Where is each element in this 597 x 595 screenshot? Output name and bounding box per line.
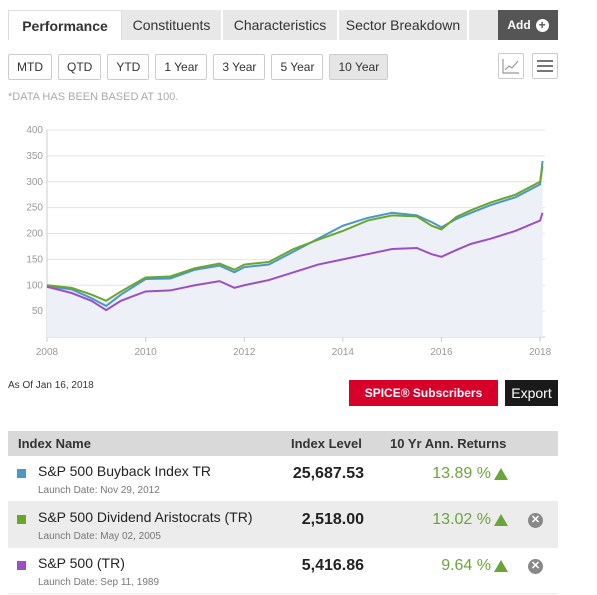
y-tick-label: 50 [32, 306, 44, 317]
index-table: Index Name Index Level 10 Yr Ann. Return… [8, 431, 558, 594]
data-note: *DATA HAS BEEN BASED AT 100. [8, 91, 179, 103]
x-tick-label: 2010 [134, 347, 157, 358]
annual-return-value: 9.64 % [441, 557, 491, 574]
tab-characteristics[interactable]: Characteristics [223, 10, 339, 40]
performance-chart: 50 100 150 200 250 300 350 400 2008 2010 2012 2014 2… [26, 125, 552, 358]
series-color-swatch [17, 515, 26, 524]
annual-return: 9.64 % [441, 557, 508, 575]
series-color-swatch [17, 469, 26, 478]
launch-date: Launch Date: Nov 29, 2012 [38, 485, 160, 496]
export-button[interactable]: Export [505, 380, 558, 406]
table-row: S&P 500 (TR) Launch Date: Sep 11, 1989 5… [8, 548, 558, 594]
triangle-up-icon [494, 560, 508, 572]
header-index-name: Index Name [18, 436, 91, 451]
series-color-swatch [17, 561, 26, 570]
y-tick-label: 350 [26, 151, 43, 162]
index-name: S&P 500 Dividend Aristocrats (TR) [38, 509, 253, 525]
range-10-year-button[interactable]: 10 Year [329, 54, 389, 80]
index-level: 25,687.53 [292, 465, 364, 482]
annual-return-value: 13.02 % [432, 511, 491, 528]
plus-circle-icon: + [535, 18, 549, 32]
annual-return-value: 13.89 % [432, 465, 491, 482]
range-1-year-button[interactable]: 1 Year [155, 54, 208, 80]
range-selector: MTD QTD YTD 1 Year 3 Year 5 Year 10 Year [8, 54, 389, 80]
close-circle-icon[interactable]: ✕ [528, 513, 543, 528]
x-tick-label: 2016 [430, 347, 453, 358]
launch-date-label: Launch Date: [38, 531, 98, 542]
y-tick-label: 200 [26, 229, 43, 240]
y-tick-label: 100 [26, 280, 43, 291]
annual-return: 13.02 % [432, 511, 508, 529]
series-line-2 [46, 166, 544, 302]
line-chart-view-button[interactable] [498, 53, 524, 79]
range-ytd-button[interactable]: YTD [107, 54, 150, 80]
tab-sector-breakdown[interactable]: Sector Breakdown [339, 10, 469, 40]
as-of-date: As Of Jan 16, 2018 [8, 380, 94, 391]
y-tick-label: 400 [26, 125, 43, 136]
launch-date: Launch Date: Sep 11, 1989 [38, 577, 159, 588]
add-button[interactable]: Add + [498, 10, 558, 40]
menu-button[interactable] [532, 53, 558, 79]
line-chart-icon [502, 59, 519, 74]
range-3-year-button[interactable]: 3 Year [213, 54, 266, 80]
table-row: S&P 500 Dividend Aristocrats (TR) Launch… [8, 502, 558, 548]
x-tick-label: 2012 [233, 347, 256, 358]
close-circle-icon[interactable]: ✕ [528, 559, 543, 574]
range-5-year-button[interactable]: 5 Year [271, 54, 324, 80]
add-button-label: Add [507, 18, 531, 32]
x-tick-label: 2018 [529, 347, 552, 358]
annual-return: 13.89 % [432, 465, 508, 483]
index-name: S&P 500 Buyback Index TR [38, 463, 212, 479]
triangle-up-icon [494, 514, 508, 526]
y-tick-label: 250 [26, 203, 43, 214]
header-index-level: Index Level [291, 436, 362, 451]
index-level: 2,518.00 [301, 511, 364, 528]
y-tick-label: 150 [26, 254, 43, 265]
table-header: Index Name Index Level 10 Yr Ann. Return… [8, 431, 558, 456]
header-returns: 10 Yr Ann. Returns [390, 436, 507, 451]
range-qtd-button[interactable]: QTD [58, 54, 102, 80]
launch-date-label: Launch Date: [38, 485, 98, 496]
as-of-label: As Of [8, 380, 34, 391]
launch-date-value: Nov 29, 2012 [100, 485, 160, 496]
launch-date: Launch Date: May 02, 2005 [38, 531, 161, 542]
launch-date-label: Launch Date: [38, 577, 98, 588]
launch-date-value: Sep 11, 1989 [100, 577, 160, 588]
x-tick-label: 2014 [332, 347, 355, 358]
launch-date-value: May 02, 2005 [100, 531, 161, 542]
tab-performance[interactable]: Performance [8, 10, 122, 40]
y-tick-label: 300 [26, 177, 43, 188]
x-tick-label: 2008 [36, 347, 59, 358]
hamburger-menu-icon [537, 60, 553, 72]
spice-subscribers-button[interactable]: SPICE® Subscribers [349, 380, 498, 406]
index-name: S&P 500 (TR) [38, 555, 125, 571]
table-row: S&P 500 Buyback Index TR Launch Date: No… [8, 456, 558, 502]
as-of-value: Jan 16, 2018 [35, 380, 94, 391]
tab-constituents[interactable]: Constituents [122, 10, 223, 40]
triangle-up-icon [494, 468, 508, 480]
tab-bar: Performance Constituents Characteristics… [8, 10, 558, 40]
index-level: 5,416.86 [301, 557, 364, 574]
series-line-3 [46, 212, 544, 312]
range-mtd-button[interactable]: MTD [8, 54, 52, 80]
